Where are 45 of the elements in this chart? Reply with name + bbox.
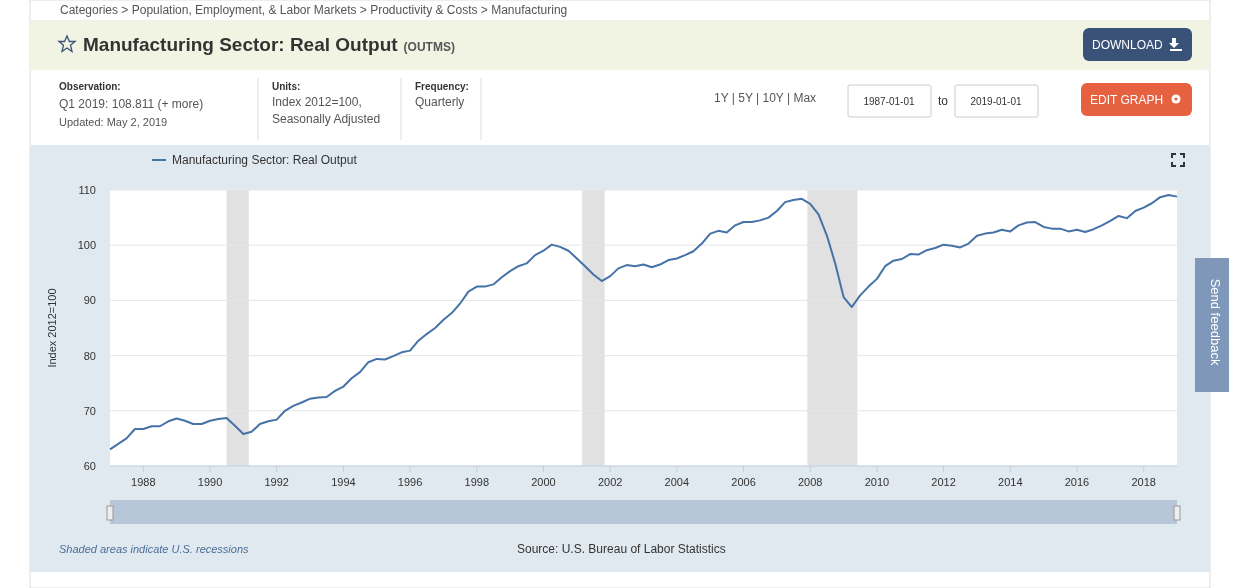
chart-subtitle: (OUTMS) xyxy=(403,40,455,54)
text: Quarterly xyxy=(415,95,465,109)
text: 1987-01-01 xyxy=(863,96,916,107)
chart-title: Manufacturing Sector: Real Output xyxy=(83,34,398,55)
text: Categories > Population, Employment, & Labor Markets > Productivity & Costs > Manufacturing xyxy=(60,3,568,17)
text: DOWNLOAD xyxy=(1092,38,1163,52)
text: Units: xyxy=(272,81,301,92)
x-tick-label: 1994 xyxy=(331,476,356,488)
x-tick-label: 2010 xyxy=(864,476,890,488)
y-tick-label: 80 xyxy=(83,349,96,362)
y-axis-title: Index 2012=100 xyxy=(46,288,58,368)
x-tick-label: 2002 xyxy=(597,476,623,488)
text: 1Y | 5Y | 10Y | Max xyxy=(714,91,817,105)
x-tick-label: 2018 xyxy=(1131,476,1156,488)
x-tick-label: 1988 xyxy=(131,476,156,488)
y-tick-label: 70 xyxy=(83,404,96,417)
text: Index 2012=100, xyxy=(272,95,362,109)
x-tick-label: 2008 xyxy=(797,476,823,488)
text: Updated: May 2, 2019 xyxy=(59,116,168,128)
text: Observation: xyxy=(59,81,121,92)
y-tick-label: 110 xyxy=(78,184,96,196)
x-tick-label: 1990 xyxy=(197,476,223,488)
y-tick-label: 60 xyxy=(83,460,96,472)
text: 2019-01-01 xyxy=(970,96,1023,107)
text: Shaded areas indicate U.S. recessions xyxy=(59,543,250,555)
x-tick-label: 2000 xyxy=(531,476,556,488)
text: Q1 2019: 108.811 (+ more) xyxy=(59,97,204,111)
x-tick-label: 2014 xyxy=(998,476,1023,488)
text: Send feedback xyxy=(1208,278,1223,366)
y-tick-label: 90 xyxy=(83,294,96,307)
text: to xyxy=(937,94,949,108)
x-tick-label: 1996 xyxy=(397,476,423,488)
legend-label: Manufacturing Sector: Real Output xyxy=(172,153,358,167)
x-tick-label: 1998 xyxy=(464,476,490,488)
text: Frequency: xyxy=(415,81,469,92)
y-tick-label: 100 xyxy=(77,239,96,252)
x-tick-label: 1992 xyxy=(264,476,289,488)
x-tick-label: 2004 xyxy=(664,476,690,488)
x-tick-label: 2006 xyxy=(731,476,756,488)
text: Seasonally Adjusted xyxy=(272,112,381,126)
text: EDIT GRAPH xyxy=(1090,93,1164,107)
line-series xyxy=(109,193,1178,451)
x-tick-label: 2012 xyxy=(931,476,956,488)
source-note: Source: U.S. Bureau of Labor Statistics xyxy=(517,542,726,556)
x-tick-label: 2016 xyxy=(1064,476,1090,488)
